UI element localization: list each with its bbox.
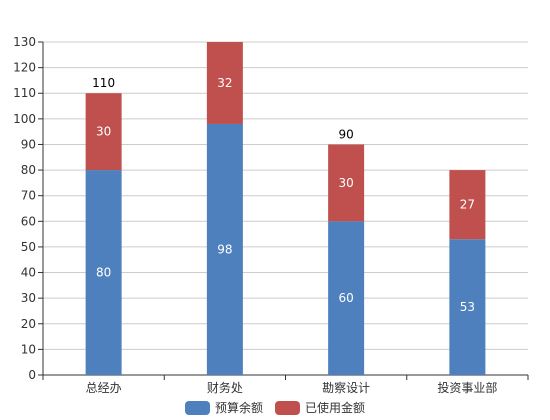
y-tick-label: 50 [21, 240, 36, 254]
bar-value-label: 27 [460, 198, 475, 212]
x-tick-label: 财务处 [207, 380, 243, 395]
bar-value-label: 60 [338, 291, 353, 305]
y-tick-label: 110 [13, 86, 36, 100]
bar-total-label: 90 [338, 127, 353, 141]
bar-value-label: 30 [338, 176, 353, 190]
legend-item[interactable]: 预算余额 [185, 400, 263, 415]
y-tick-label: 60 [21, 214, 36, 228]
y-axis: 0 10 20 30 40 50 60 70 80 90 100 110 120 130 [13, 35, 44, 382]
bar-used-amount[interactable] [206, 42, 243, 124]
bar-used-amount[interactable] [328, 144, 365, 222]
bar-total-label: 110 [92, 76, 115, 90]
legend-swatch[interactable] [275, 401, 300, 415]
y-tick-label: 70 [21, 189, 36, 203]
data-labels: 80 30 98 32 60 30 53 27 110 90 [92, 76, 475, 314]
bar-value-label: 53 [460, 300, 475, 314]
y-tick-label: 80 [21, 163, 36, 177]
legend[interactable]: 预算余额 已使用金额 [185, 400, 365, 415]
bar-value-label: 32 [217, 76, 232, 90]
bar-used-amount[interactable] [449, 170, 486, 240]
bars [85, 42, 486, 375]
bar-value-label: 98 [217, 242, 232, 256]
x-tick-label: 勘察设计 [322, 381, 370, 395]
y-tick-label: 10 [21, 342, 36, 356]
y-tick-label: 100 [13, 112, 36, 126]
bar-value-label: 30 [96, 125, 111, 139]
x-tick-label: 投资事业部 [437, 380, 497, 395]
y-tick-label: 20 [21, 317, 36, 331]
grid-lines [43, 41, 528, 350]
bar-budget-balance[interactable] [328, 221, 365, 375]
bar-value-label: 80 [96, 266, 111, 280]
y-tick-label: 40 [21, 266, 36, 280]
y-tick-label: 120 [13, 61, 36, 75]
y-tick-label: 130 [13, 35, 36, 49]
legend-item[interactable]: 已使用金额 [275, 400, 365, 415]
x-axis: 总经办 财务处 勘察设计 投资事业部 [42, 374, 529, 395]
x-tick-label: 总经办 [86, 380, 122, 395]
bar-used-amount[interactable] [85, 93, 122, 171]
bar-budget-balance[interactable] [85, 170, 122, 375]
y-tick-label: 90 [21, 137, 36, 151]
y-tick-label: 30 [21, 291, 36, 305]
legend-label[interactable]: 预算余额 [215, 400, 263, 415]
bar-budget-balance[interactable] [206, 123, 243, 375]
legend-swatch[interactable] [185, 401, 210, 415]
legend-label[interactable]: 已使用金额 [305, 400, 365, 415]
bar-budget-balance[interactable] [449, 239, 486, 375]
y-tick-label: 0 [28, 368, 36, 382]
